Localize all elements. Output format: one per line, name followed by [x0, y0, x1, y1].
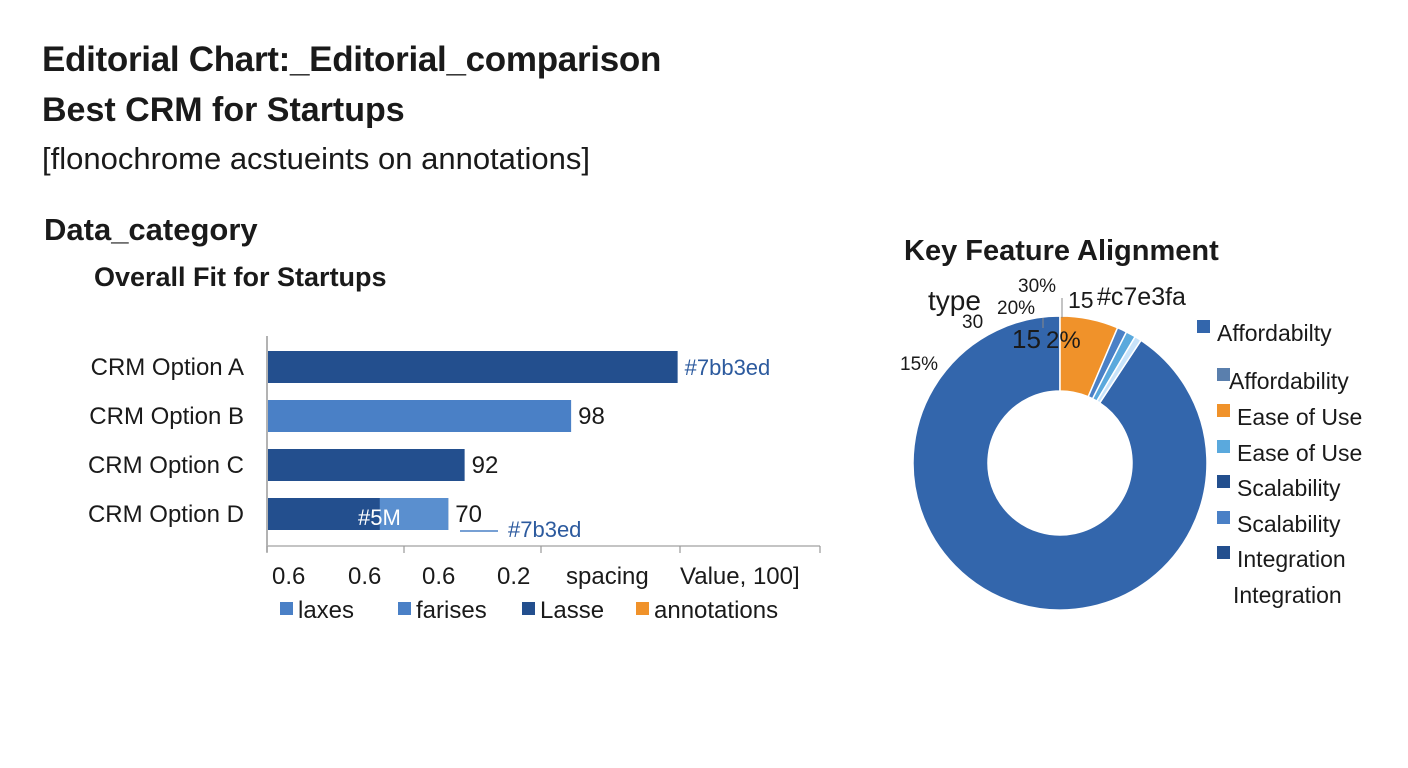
donut-legend-label: Integration [1233, 582, 1342, 608]
donut-annotation: 2% [1046, 327, 1081, 354]
bar-x-ticks [266, 546, 821, 553]
bar-legend-swatch [398, 602, 411, 615]
bar-extra-annotation: #7b3ed [508, 517, 581, 542]
bar-category-label: CRM Option B [89, 403, 244, 430]
donut-legend-label: Affordability [1229, 368, 1349, 394]
donut-slice-5 [1095, 335, 1143, 404]
bar-category-labels: CRM Option A CRM Option B CRM Option C CRM … [88, 354, 244, 528]
donut-legend-label: Affordabilty [1217, 320, 1332, 346]
donut-legend-label: Ease of Use [1237, 440, 1362, 466]
bar-value-labels: #7bb3ed 98 92 70 [455, 355, 770, 528]
bar-legend-label: laxes [298, 597, 354, 624]
donut-legend-label: Integration [1237, 546, 1346, 572]
bar-legend-swatch [636, 602, 649, 615]
bar-category-label: CRM Option D [88, 501, 244, 528]
donut-legend-label: Scalability [1237, 511, 1341, 537]
donut-title: Key Feature Alignment [904, 235, 1219, 267]
bar-marks [268, 351, 678, 530]
donut-legend-swatch [1217, 511, 1230, 524]
donut-annotation: 15% [900, 354, 938, 375]
donut-legend-label: Scalability [1237, 475, 1341, 501]
donut-legend-swatch [1197, 320, 1210, 333]
bar-x-tick-labels: 0.6 0.6 0.6 0.2 spacing Value, 100] [272, 563, 800, 590]
bar-legend: laxes farises Lasse annotations [280, 597, 778, 624]
donut-annotation: 20% [997, 298, 1035, 319]
donut-legend-swatch [1217, 368, 1230, 381]
bar-legend-label: Lasse [540, 597, 604, 624]
bar-category-label: CRM Option A [91, 354, 244, 381]
bar-x-tick-label: Value, 100] [680, 563, 800, 590]
bar-value-label: 92 [472, 452, 499, 479]
bar-chart: Overall Fit for Startups CRM Option ACRM… [88, 262, 821, 624]
bar-1 [268, 351, 678, 383]
bar-3 [268, 449, 465, 481]
donut-annotation: #c7e3fa [1097, 283, 1186, 311]
donut-legend-swatch [1217, 475, 1230, 488]
donut-annotation: 30 [962, 312, 983, 333]
bar-legend-label: annotations [654, 597, 778, 624]
donut-annotation: 30% [1018, 276, 1056, 297]
section-label: Data_category [44, 212, 258, 247]
donut-slice-1 [912, 315, 1208, 611]
bar-chart-title: Overall Fit for Startups [94, 262, 387, 292]
bar-legend-swatch [280, 602, 293, 615]
bar-inner-label: #5M [358, 505, 401, 530]
bar-legend-label: farises [416, 597, 487, 624]
page-title: Editorial Chart:_Editorial_comparіson [42, 40, 662, 79]
bar-x-tick-label: 0.2 [497, 563, 530, 590]
bar-x-tick-label: 0.6 [348, 563, 381, 590]
bar-value-label: 98 [578, 403, 605, 430]
donut-annotation: 15 [1068, 287, 1094, 313]
donut-annotation: 15 [1012, 324, 1041, 354]
bar-value-label: #7bb3ed [685, 355, 771, 380]
donut-legend-swatch [1217, 440, 1230, 453]
bar-value-label: 70 [455, 501, 482, 528]
bar-4-segment [379, 498, 449, 530]
bar-x-tick-label: spacing [566, 563, 649, 590]
page-subtitle: Best CRM for Startups [42, 91, 405, 129]
donut-annotation: type [928, 285, 981, 316]
donut-legend-label: Ease of Use [1237, 404, 1362, 430]
donut-legend: Affordabilty Affordability Ease of Use Ease… [1197, 320, 1362, 608]
bar-x-tick-label: 0.6 [422, 563, 455, 590]
donut-legend-swatch [1217, 546, 1230, 559]
bar-x-tick-label: 0.6 [272, 563, 305, 590]
bar-2 [268, 400, 572, 432]
page-note: [flonochrome acstueints on annotations] [42, 141, 591, 176]
bar-category-label: CRM Option C [88, 452, 244, 479]
bar-legend-swatch [522, 602, 535, 615]
donut-legend-swatch [1217, 404, 1230, 417]
donut-slices [912, 315, 1208, 611]
